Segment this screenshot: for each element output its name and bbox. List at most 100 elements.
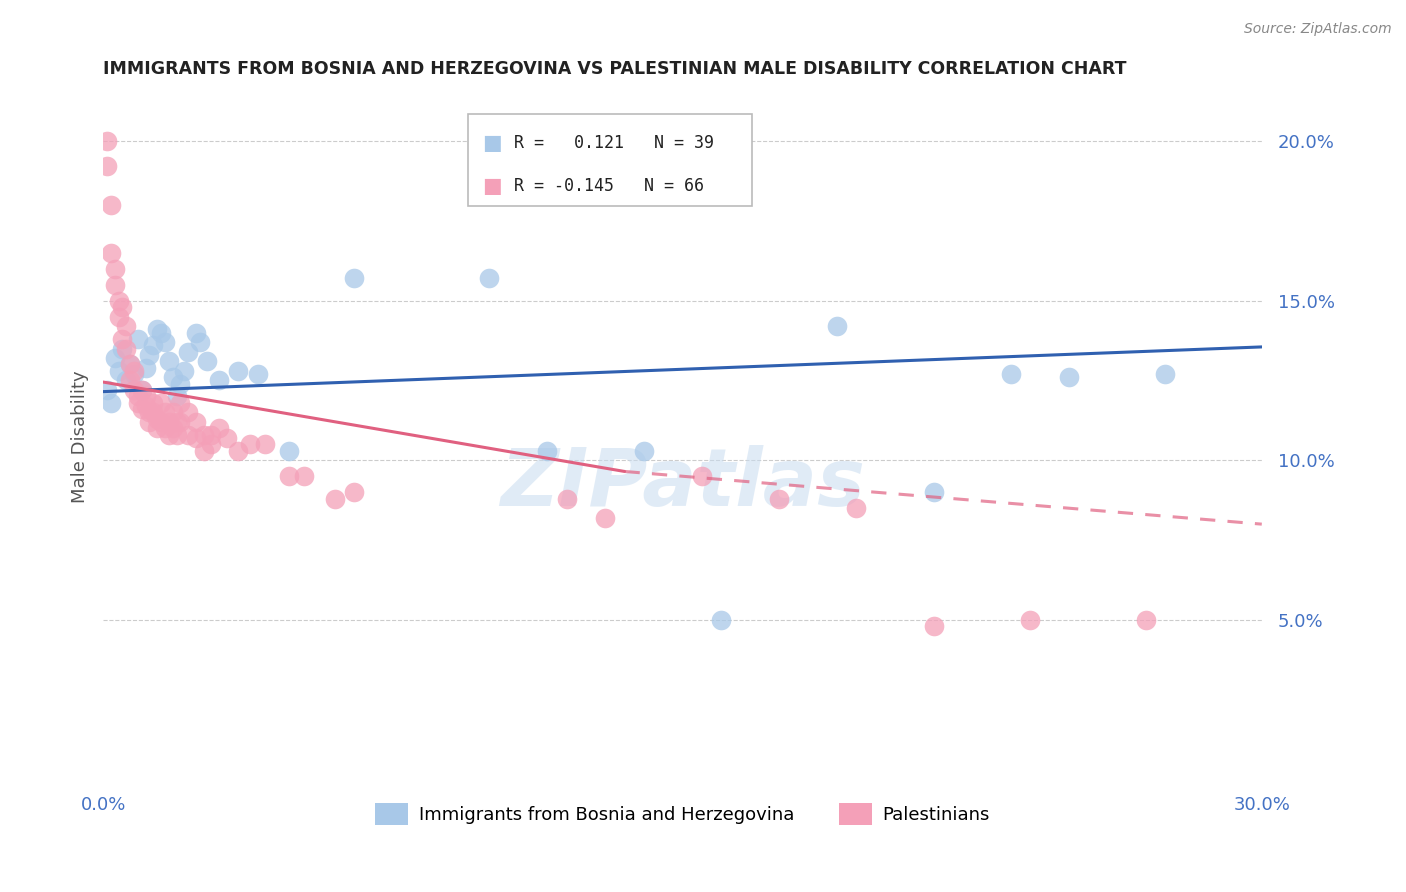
- Point: [104, 277, 127, 292]
- Point: [111, 300, 134, 314]
- Point: [142, 396, 165, 410]
- FancyBboxPatch shape: [468, 113, 752, 206]
- Point: [208, 421, 231, 435]
- Point: [111, 342, 134, 356]
- Text: R = -0.145   N = 66: R = -0.145 N = 66: [515, 177, 704, 195]
- Point: [197, 354, 219, 368]
- Point: [239, 437, 262, 451]
- Point: [166, 415, 188, 429]
- Point: [122, 364, 145, 378]
- Point: [162, 405, 184, 419]
- Point: [169, 396, 191, 410]
- Point: [115, 374, 138, 388]
- Point: [1000, 367, 1022, 381]
- Point: [107, 310, 129, 324]
- Text: Source: ZipAtlas.com: Source: ZipAtlas.com: [1244, 22, 1392, 37]
- Text: R =   0.121   N = 39: R = 0.121 N = 39: [515, 135, 714, 153]
- Text: IMMIGRANTS FROM BOSNIA AND HERZEGOVINA VS PALESTINIAN MALE DISABILITY CORRELATIO: IMMIGRANTS FROM BOSNIA AND HERZEGOVINA V…: [103, 60, 1126, 78]
- Point: [478, 271, 501, 285]
- Point: [188, 335, 211, 350]
- Point: [226, 443, 249, 458]
- Point: [184, 415, 207, 429]
- Point: [100, 396, 122, 410]
- Point: [111, 332, 134, 346]
- Point: [200, 437, 222, 451]
- Point: [173, 364, 195, 378]
- Point: [593, 510, 616, 524]
- Point: [690, 469, 713, 483]
- Point: [153, 335, 176, 350]
- Point: [96, 160, 118, 174]
- Point: [100, 245, 122, 260]
- Point: [127, 389, 149, 403]
- Point: [150, 396, 173, 410]
- Point: [135, 399, 157, 413]
- Point: [169, 376, 191, 391]
- Point: [104, 261, 127, 276]
- Point: [150, 415, 173, 429]
- Point: [208, 374, 231, 388]
- Point: [633, 443, 655, 458]
- Point: [323, 491, 346, 506]
- Text: ■: ■: [482, 176, 502, 196]
- Point: [131, 383, 153, 397]
- Point: [142, 405, 165, 419]
- Point: [710, 613, 733, 627]
- Point: [146, 322, 169, 336]
- Point: [277, 443, 299, 458]
- Point: [922, 485, 945, 500]
- Point: [107, 364, 129, 378]
- Point: [193, 427, 215, 442]
- Point: [343, 271, 366, 285]
- Legend: Immigrants from Bosnia and Herzegovina, Palestinians: Immigrants from Bosnia and Herzegovina, …: [368, 796, 997, 832]
- Point: [215, 431, 238, 445]
- Point: [115, 342, 138, 356]
- Point: [1057, 370, 1080, 384]
- Point: [96, 383, 118, 397]
- Point: [135, 360, 157, 375]
- Point: [825, 319, 848, 334]
- Point: [104, 351, 127, 365]
- Point: [146, 421, 169, 435]
- Point: [138, 348, 160, 362]
- Point: [845, 501, 868, 516]
- Point: [292, 469, 315, 483]
- Point: [153, 405, 176, 419]
- Point: [246, 367, 269, 381]
- Point: [166, 427, 188, 442]
- Point: [184, 326, 207, 340]
- Point: [157, 354, 180, 368]
- Point: [162, 421, 184, 435]
- Point: [153, 421, 176, 435]
- Point: [922, 619, 945, 633]
- Point: [166, 389, 188, 403]
- Point: [120, 358, 142, 372]
- Point: [131, 402, 153, 417]
- Point: [162, 370, 184, 384]
- Point: [555, 491, 578, 506]
- Point: [127, 332, 149, 346]
- Point: [122, 367, 145, 381]
- Point: [1135, 613, 1157, 627]
- Point: [107, 293, 129, 308]
- Point: [200, 427, 222, 442]
- Point: [184, 431, 207, 445]
- Text: ZIPatlas: ZIPatlas: [501, 445, 865, 524]
- Point: [120, 358, 142, 372]
- Text: ■: ■: [482, 133, 502, 153]
- Point: [277, 469, 299, 483]
- Point: [169, 415, 191, 429]
- Point: [146, 411, 169, 425]
- Point: [1019, 613, 1042, 627]
- Point: [536, 443, 558, 458]
- Point: [131, 383, 153, 397]
- Point: [127, 396, 149, 410]
- Point: [254, 437, 277, 451]
- Point: [157, 427, 180, 442]
- Point: [120, 374, 142, 388]
- Point: [343, 485, 366, 500]
- Point: [193, 443, 215, 458]
- Point: [138, 415, 160, 429]
- Point: [177, 344, 200, 359]
- Point: [226, 364, 249, 378]
